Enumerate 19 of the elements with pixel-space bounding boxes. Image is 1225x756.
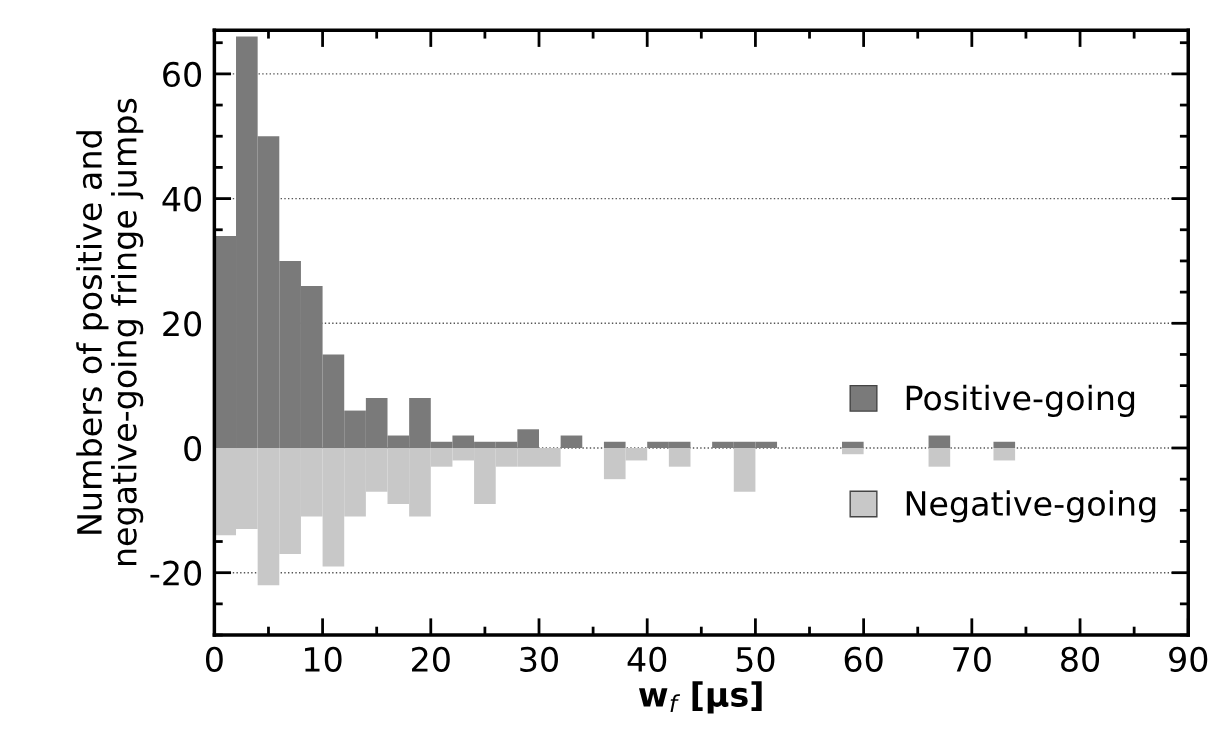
- y-axis-title: Numbers of positive and negative-going fringe jumps: [76, 98, 144, 566]
- y-tick-label: 60: [163, 61, 202, 88]
- y-tick-label: 20: [163, 311, 202, 337]
- legend-label: Negative-going: [906, 490, 1156, 523]
- x-tick-label: 70: [953, 646, 991, 672]
- x-axis-title: w$_{f}$ [μs]: [638, 681, 762, 714]
- x-tick-label: 40: [627, 646, 667, 672]
- legend-label: Positive-going: [906, 384, 1135, 417]
- x-tick-label: 90: [1169, 646, 1208, 672]
- x-tick-label: 30: [520, 646, 558, 672]
- y-tick-label: 0: [184, 435, 202, 462]
- x-tick-label: 50: [736, 646, 775, 672]
- x-tick-label: 80: [1061, 646, 1100, 672]
- x-tick-label: 60: [844, 646, 883, 672]
- x-tick-label: 0: [205, 646, 223, 672]
- x-tick-label: 20: [412, 646, 450, 672]
- y-tick-label: 40: [162, 186, 202, 212]
- y-tick-label: -20: [150, 560, 202, 586]
- x-tick-label: 10: [305, 646, 342, 672]
